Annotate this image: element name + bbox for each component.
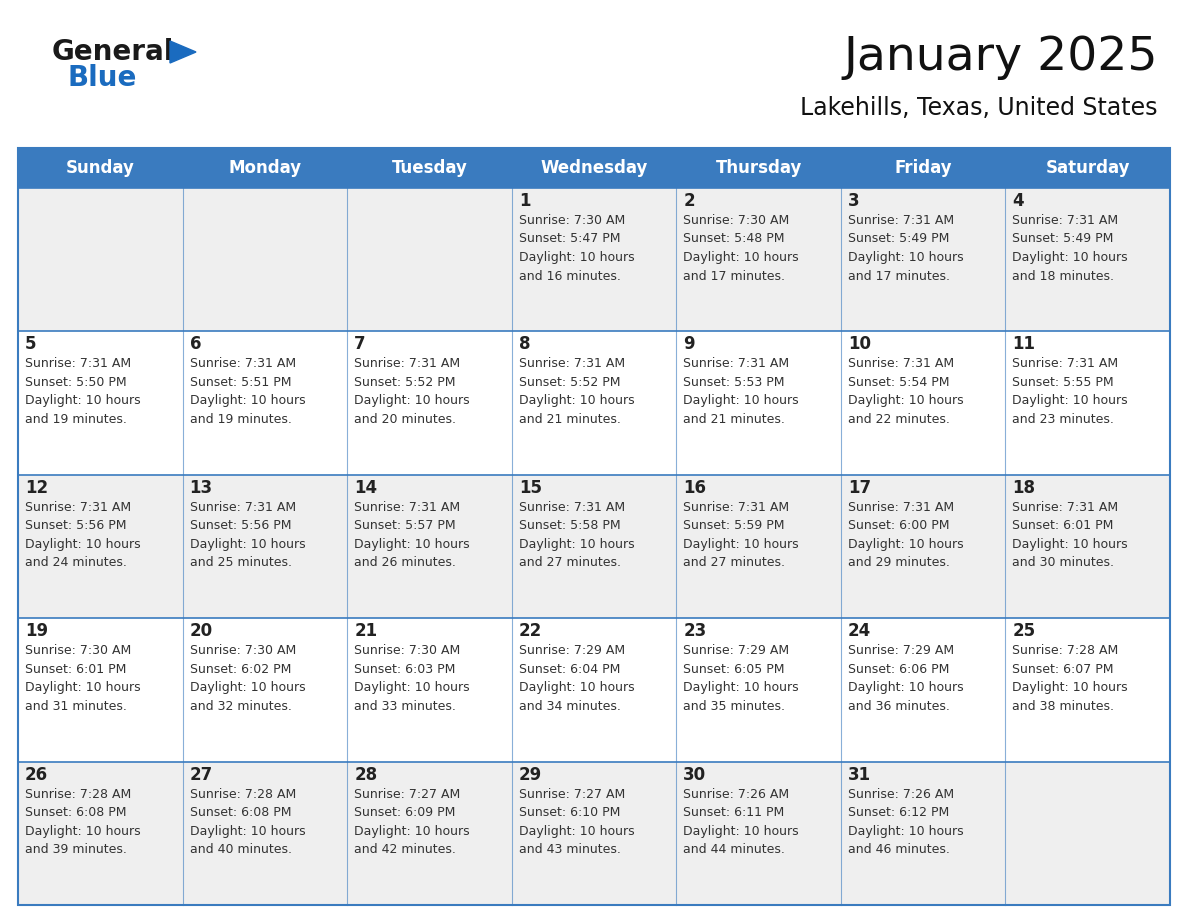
- Text: Sunrise: 7:31 AM
Sunset: 5:51 PM
Daylight: 10 hours
and 19 minutes.: Sunrise: 7:31 AM Sunset: 5:51 PM Dayligh…: [190, 357, 305, 426]
- Text: Sunrise: 7:27 AM
Sunset: 6:09 PM
Daylight: 10 hours
and 42 minutes.: Sunrise: 7:27 AM Sunset: 6:09 PM Dayligh…: [354, 788, 469, 856]
- Bar: [18, 618, 1170, 762]
- Text: January 2025: January 2025: [843, 36, 1158, 81]
- Text: 11: 11: [1012, 335, 1036, 353]
- Text: Monday: Monday: [228, 159, 302, 177]
- Text: 12: 12: [25, 479, 49, 497]
- Text: 10: 10: [848, 335, 871, 353]
- Text: Saturday: Saturday: [1045, 159, 1130, 177]
- Text: 26: 26: [25, 766, 49, 784]
- Text: 28: 28: [354, 766, 378, 784]
- Text: 20: 20: [190, 622, 213, 640]
- Text: 3: 3: [848, 192, 859, 210]
- Text: Sunrise: 7:31 AM
Sunset: 5:57 PM
Daylight: 10 hours
and 26 minutes.: Sunrise: 7:31 AM Sunset: 5:57 PM Dayligh…: [354, 501, 469, 569]
- Bar: [18, 188, 1170, 331]
- Text: Sunrise: 7:31 AM
Sunset: 5:52 PM
Daylight: 10 hours
and 21 minutes.: Sunrise: 7:31 AM Sunset: 5:52 PM Dayligh…: [519, 357, 634, 426]
- Bar: [18, 148, 1170, 188]
- Text: General: General: [52, 38, 175, 66]
- Text: 5: 5: [25, 335, 37, 353]
- Text: Sunrise: 7:31 AM
Sunset: 5:49 PM
Daylight: 10 hours
and 17 minutes.: Sunrise: 7:31 AM Sunset: 5:49 PM Dayligh…: [848, 214, 963, 283]
- Text: Sunrise: 7:31 AM
Sunset: 5:49 PM
Daylight: 10 hours
and 18 minutes.: Sunrise: 7:31 AM Sunset: 5:49 PM Dayligh…: [1012, 214, 1129, 283]
- Text: Sunrise: 7:31 AM
Sunset: 5:52 PM
Daylight: 10 hours
and 20 minutes.: Sunrise: 7:31 AM Sunset: 5:52 PM Dayligh…: [354, 357, 469, 426]
- Text: Sunrise: 7:27 AM
Sunset: 6:10 PM
Daylight: 10 hours
and 43 minutes.: Sunrise: 7:27 AM Sunset: 6:10 PM Dayligh…: [519, 788, 634, 856]
- Text: 22: 22: [519, 622, 542, 640]
- Text: Tuesday: Tuesday: [392, 159, 467, 177]
- Text: 4: 4: [1012, 192, 1024, 210]
- Bar: [18, 762, 1170, 905]
- Bar: [18, 331, 1170, 475]
- Text: Friday: Friday: [895, 159, 952, 177]
- Text: 7: 7: [354, 335, 366, 353]
- Text: Thursday: Thursday: [715, 159, 802, 177]
- Text: 31: 31: [848, 766, 871, 784]
- Text: 16: 16: [683, 479, 707, 497]
- Text: Sunrise: 7:28 AM
Sunset: 6:08 PM
Daylight: 10 hours
and 40 minutes.: Sunrise: 7:28 AM Sunset: 6:08 PM Dayligh…: [190, 788, 305, 856]
- Text: 25: 25: [1012, 622, 1036, 640]
- Text: Sunrise: 7:31 AM
Sunset: 6:00 PM
Daylight: 10 hours
and 29 minutes.: Sunrise: 7:31 AM Sunset: 6:00 PM Dayligh…: [848, 501, 963, 569]
- Text: Sunrise: 7:28 AM
Sunset: 6:08 PM
Daylight: 10 hours
and 39 minutes.: Sunrise: 7:28 AM Sunset: 6:08 PM Dayligh…: [25, 788, 140, 856]
- Text: Sunrise: 7:31 AM
Sunset: 5:58 PM
Daylight: 10 hours
and 27 minutes.: Sunrise: 7:31 AM Sunset: 5:58 PM Dayligh…: [519, 501, 634, 569]
- Text: Sunrise: 7:31 AM
Sunset: 5:55 PM
Daylight: 10 hours
and 23 minutes.: Sunrise: 7:31 AM Sunset: 5:55 PM Dayligh…: [1012, 357, 1129, 426]
- Text: 17: 17: [848, 479, 871, 497]
- Text: 19: 19: [25, 622, 49, 640]
- Text: 13: 13: [190, 479, 213, 497]
- Text: 15: 15: [519, 479, 542, 497]
- Text: Sunrise: 7:31 AM
Sunset: 5:54 PM
Daylight: 10 hours
and 22 minutes.: Sunrise: 7:31 AM Sunset: 5:54 PM Dayligh…: [848, 357, 963, 426]
- Text: 27: 27: [190, 766, 213, 784]
- Text: Sunrise: 7:30 AM
Sunset: 6:02 PM
Daylight: 10 hours
and 32 minutes.: Sunrise: 7:30 AM Sunset: 6:02 PM Dayligh…: [190, 644, 305, 712]
- Text: 29: 29: [519, 766, 542, 784]
- Text: 30: 30: [683, 766, 707, 784]
- Text: 23: 23: [683, 622, 707, 640]
- Text: Sunrise: 7:30 AM
Sunset: 6:03 PM
Daylight: 10 hours
and 33 minutes.: Sunrise: 7:30 AM Sunset: 6:03 PM Dayligh…: [354, 644, 469, 712]
- Polygon shape: [170, 41, 196, 63]
- Text: Sunrise: 7:29 AM
Sunset: 6:04 PM
Daylight: 10 hours
and 34 minutes.: Sunrise: 7:29 AM Sunset: 6:04 PM Dayligh…: [519, 644, 634, 712]
- Text: 24: 24: [848, 622, 871, 640]
- Text: Sunrise: 7:29 AM
Sunset: 6:05 PM
Daylight: 10 hours
and 35 minutes.: Sunrise: 7:29 AM Sunset: 6:05 PM Dayligh…: [683, 644, 798, 712]
- Text: 2: 2: [683, 192, 695, 210]
- Text: 6: 6: [190, 335, 201, 353]
- Text: Sunday: Sunday: [65, 159, 134, 177]
- Bar: [18, 475, 1170, 618]
- Text: 21: 21: [354, 622, 378, 640]
- Text: Sunrise: 7:31 AM
Sunset: 5:59 PM
Daylight: 10 hours
and 27 minutes.: Sunrise: 7:31 AM Sunset: 5:59 PM Dayligh…: [683, 501, 798, 569]
- Bar: [18, 148, 1170, 905]
- Text: Sunrise: 7:29 AM
Sunset: 6:06 PM
Daylight: 10 hours
and 36 minutes.: Sunrise: 7:29 AM Sunset: 6:06 PM Dayligh…: [848, 644, 963, 712]
- Text: Sunrise: 7:30 AM
Sunset: 5:47 PM
Daylight: 10 hours
and 16 minutes.: Sunrise: 7:30 AM Sunset: 5:47 PM Dayligh…: [519, 214, 634, 283]
- Text: 8: 8: [519, 335, 530, 353]
- Text: 1: 1: [519, 192, 530, 210]
- Text: Sunrise: 7:30 AM
Sunset: 6:01 PM
Daylight: 10 hours
and 31 minutes.: Sunrise: 7:30 AM Sunset: 6:01 PM Dayligh…: [25, 644, 140, 712]
- Text: Sunrise: 7:26 AM
Sunset: 6:11 PM
Daylight: 10 hours
and 44 minutes.: Sunrise: 7:26 AM Sunset: 6:11 PM Dayligh…: [683, 788, 798, 856]
- Text: 9: 9: [683, 335, 695, 353]
- Text: 18: 18: [1012, 479, 1036, 497]
- Text: Sunrise: 7:26 AM
Sunset: 6:12 PM
Daylight: 10 hours
and 46 minutes.: Sunrise: 7:26 AM Sunset: 6:12 PM Dayligh…: [848, 788, 963, 856]
- Text: Sunrise: 7:31 AM
Sunset: 5:56 PM
Daylight: 10 hours
and 25 minutes.: Sunrise: 7:31 AM Sunset: 5:56 PM Dayligh…: [190, 501, 305, 569]
- Text: Sunrise: 7:31 AM
Sunset: 5:56 PM
Daylight: 10 hours
and 24 minutes.: Sunrise: 7:31 AM Sunset: 5:56 PM Dayligh…: [25, 501, 140, 569]
- Text: Wednesday: Wednesday: [541, 159, 647, 177]
- Text: Blue: Blue: [68, 64, 138, 92]
- Text: Lakehills, Texas, United States: Lakehills, Texas, United States: [801, 96, 1158, 120]
- Text: Sunrise: 7:31 AM
Sunset: 5:53 PM
Daylight: 10 hours
and 21 minutes.: Sunrise: 7:31 AM Sunset: 5:53 PM Dayligh…: [683, 357, 798, 426]
- Text: Sunrise: 7:31 AM
Sunset: 5:50 PM
Daylight: 10 hours
and 19 minutes.: Sunrise: 7:31 AM Sunset: 5:50 PM Dayligh…: [25, 357, 140, 426]
- Text: Sunrise: 7:31 AM
Sunset: 6:01 PM
Daylight: 10 hours
and 30 minutes.: Sunrise: 7:31 AM Sunset: 6:01 PM Dayligh…: [1012, 501, 1129, 569]
- Text: Sunrise: 7:30 AM
Sunset: 5:48 PM
Daylight: 10 hours
and 17 minutes.: Sunrise: 7:30 AM Sunset: 5:48 PM Dayligh…: [683, 214, 798, 283]
- Text: 14: 14: [354, 479, 378, 497]
- Text: Sunrise: 7:28 AM
Sunset: 6:07 PM
Daylight: 10 hours
and 38 minutes.: Sunrise: 7:28 AM Sunset: 6:07 PM Dayligh…: [1012, 644, 1129, 712]
